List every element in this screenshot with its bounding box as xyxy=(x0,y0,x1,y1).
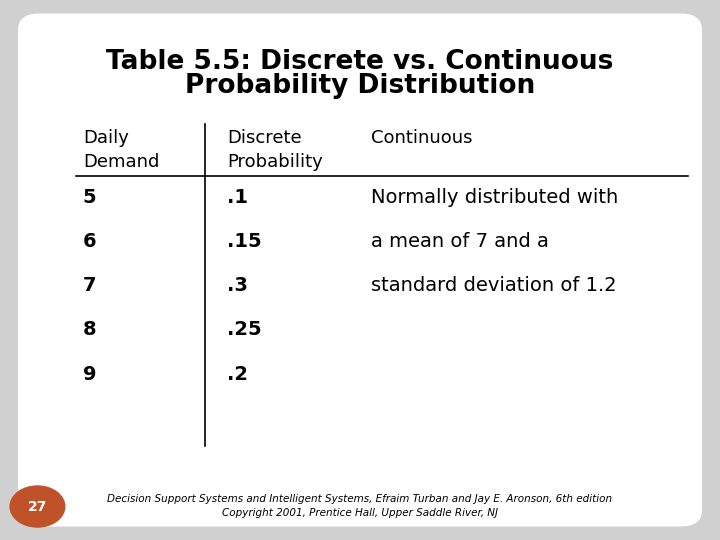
Text: Normally distributed with: Normally distributed with xyxy=(371,187,618,207)
Circle shape xyxy=(10,486,65,527)
Text: .2: .2 xyxy=(227,364,248,384)
Text: .1: .1 xyxy=(227,187,248,207)
Text: a mean of 7 and a: a mean of 7 and a xyxy=(371,232,549,251)
Text: .3: .3 xyxy=(227,276,248,295)
FancyBboxPatch shape xyxy=(18,14,702,526)
Text: standard deviation of 1.2: standard deviation of 1.2 xyxy=(371,276,616,295)
Text: 6: 6 xyxy=(83,232,96,251)
Text: .25: .25 xyxy=(227,320,261,340)
Text: Probability Distribution: Probability Distribution xyxy=(185,73,535,99)
Text: Copyright 2001, Prentice Hall, Upper Saddle River, NJ: Copyright 2001, Prentice Hall, Upper Sad… xyxy=(222,508,498,518)
Text: .15: .15 xyxy=(227,232,261,251)
Text: Continuous: Continuous xyxy=(371,129,472,147)
Text: Discrete: Discrete xyxy=(227,129,302,147)
Text: 5: 5 xyxy=(83,187,96,207)
Text: 9: 9 xyxy=(83,364,96,384)
Text: Decision Support Systems and Intelligent Systems, Efraim Turban and Jay E. Arons: Decision Support Systems and Intelligent… xyxy=(107,495,613,504)
Text: Demand: Demand xyxy=(83,153,159,171)
Text: Probability: Probability xyxy=(227,153,323,171)
Text: 8: 8 xyxy=(83,320,96,340)
Text: 27: 27 xyxy=(28,500,47,514)
Text: Daily: Daily xyxy=(83,129,129,147)
Text: 7: 7 xyxy=(83,276,96,295)
Text: Table 5.5: Discrete vs. Continuous: Table 5.5: Discrete vs. Continuous xyxy=(107,49,613,75)
